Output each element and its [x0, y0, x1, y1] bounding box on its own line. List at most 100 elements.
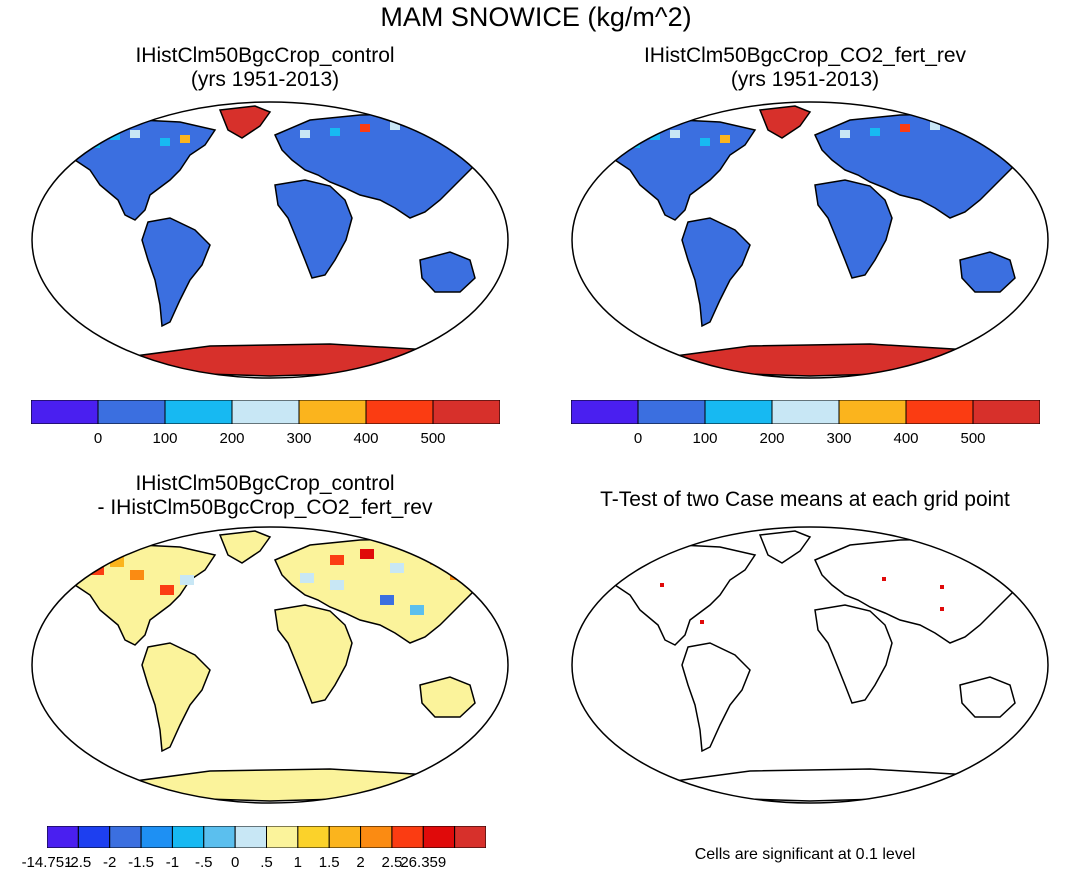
- continent-australia: [959, 251, 1016, 293]
- colorbar-tick-label: 1.5: [318, 854, 340, 871]
- colorbar-tick-label: 2: [356, 854, 365, 871]
- colorbar-swatch: [838, 399, 907, 425]
- colorbar-tick-label: -14.751: [21, 854, 73, 871]
- map-border: [31, 101, 509, 379]
- colorbar-tick-label: 0: [230, 854, 240, 871]
- diff-cell: [410, 605, 424, 615]
- colorbar-tick-label: 0: [633, 430, 643, 447]
- continent-australia: [419, 676, 476, 718]
- colorbar-tick-label: 200: [219, 430, 245, 447]
- colorbar-difference: -14.751 -2.5 -2 -1.5 -1 -.5 0 .5 1 1.5 2 2.5 26.359: [22, 825, 487, 871]
- snow-cell: [870, 128, 880, 136]
- continent-greenland: [758, 105, 812, 139]
- colorbar-tick-label: 200: [759, 430, 785, 447]
- panel-4-title-line1: T-Test of two Case means at each grid po…: [600, 488, 1010, 511]
- panel-1-title-line2: (yrs 1951-2013): [190, 68, 340, 91]
- main-title: MAM SNOWICE (kg/m^2): [380, 2, 692, 32]
- snow-cell: [330, 128, 340, 136]
- panel-1-title-line1: IHistClm50BgcCrop_control: [135, 44, 395, 67]
- continent-australia: [419, 251, 476, 293]
- colorbar-tick-label: 100: [152, 430, 178, 447]
- map-border: [31, 526, 509, 804]
- snow-cell: [1025, 138, 1035, 146]
- panel-2-title: IHistClm50BgcCrop_CO2_fert_rev (yrs 1951…: [570, 44, 1040, 92]
- colorbar-swatch: [266, 825, 299, 849]
- colorbar-swatch: [140, 825, 173, 849]
- colorbar-swatch: [77, 825, 111, 849]
- diff-cell: [330, 555, 344, 565]
- significant-cell: [882, 577, 886, 581]
- colorbar-tick-label: 400: [353, 430, 379, 447]
- colorbar-swatch: [203, 825, 236, 849]
- diff-cell: [360, 549, 374, 559]
- significant-cell: [660, 583, 664, 587]
- colorbar-swatch: [297, 825, 330, 849]
- diff-cell: [330, 580, 344, 590]
- panel-3-title: IHistClm50BgcCrop_control - IHistClm50Bg…: [30, 472, 500, 520]
- colorbar-swatch: [97, 399, 166, 425]
- colorbar-swatch: [972, 399, 1041, 425]
- snow-cell: [900, 124, 910, 132]
- colorbar-tick-label: 500: [420, 430, 446, 447]
- map-border: [571, 101, 1049, 379]
- colorbar-swatch: [432, 399, 501, 425]
- snow-cell: [485, 138, 495, 146]
- snow-cell: [390, 122, 400, 130]
- snow-cell: [700, 138, 710, 146]
- colorbar-tick-label: 500: [960, 430, 986, 447]
- diff-cell: [380, 595, 394, 605]
- diff-cell: [180, 575, 194, 585]
- continent-greenland: [758, 530, 812, 564]
- colorbar-tick-label: 300: [286, 430, 312, 447]
- colorbar-tick-label: 2.5: [381, 854, 403, 871]
- diff-cell: [300, 573, 314, 583]
- colorbar-tick-label: .5: [260, 854, 273, 871]
- continent-south-america: [141, 642, 211, 753]
- continent-africa: [274, 179, 353, 279]
- snow-cell: [670, 130, 680, 138]
- colorbar-swatch: [328, 825, 362, 849]
- continent-south-america: [681, 217, 751, 328]
- panel-4-title: T-Test of two Case means at each grid po…: [550, 488, 1060, 512]
- continent-greenland: [218, 530, 272, 564]
- significant-cell: [940, 607, 944, 611]
- colorbar-control: 0 100 200 300 400 500: [30, 399, 501, 447]
- colorbar-swatch: [360, 825, 393, 849]
- colorbar-swatch: [30, 399, 99, 425]
- significant-cell: [700, 620, 704, 624]
- colorbar-swatch: [298, 399, 367, 425]
- colorbar-swatch: [164, 399, 233, 425]
- continent-greenland: [218, 105, 272, 139]
- colorbar-swatch: [570, 399, 639, 425]
- colorbar-tick-label: 1: [293, 854, 303, 871]
- colorbar-swatch: [171, 825, 205, 849]
- colorbar-tick-label: 100: [692, 430, 718, 447]
- continent-africa: [274, 604, 353, 704]
- colorbar-swatch: [454, 825, 487, 849]
- map-border: [571, 526, 1049, 804]
- snow-cell: [980, 130, 990, 138]
- colorbar-swatch: [905, 399, 974, 425]
- continent-north-america: [609, 544, 757, 646]
- snow-cell: [300, 130, 310, 138]
- ttest-note: Cells are significant at 0.1 level: [694, 846, 916, 863]
- panel-3-title-line2: - IHistClm50BgcCrop_CO2_fert_rev: [97, 496, 433, 519]
- map-panel-co2-fert-rev: [571, 101, 1049, 379]
- diff-cell: [390, 563, 404, 573]
- colorbar-swatch: [46, 825, 79, 849]
- continent-north-america: [69, 544, 217, 646]
- continent-south-america: [681, 642, 751, 753]
- snow-cell: [1010, 134, 1020, 142]
- diff-cell: [160, 585, 174, 595]
- panel-2-title-line2: (yrs 1951-2013): [730, 68, 880, 91]
- snow-cell: [160, 138, 170, 146]
- colorbar-swatch: [704, 399, 773, 425]
- map-panel-control: [31, 101, 509, 379]
- colorbar-co2-fert-rev: 0 100 200 300 400 500: [570, 399, 1041, 447]
- continent-north-america: [609, 119, 757, 221]
- colorbar-tick-label: 400: [893, 430, 919, 447]
- significant-cell: [940, 585, 944, 589]
- map-panel-ttest: [571, 526, 1049, 804]
- continent-south-america: [141, 217, 211, 328]
- colorbar-swatch: [231, 399, 300, 425]
